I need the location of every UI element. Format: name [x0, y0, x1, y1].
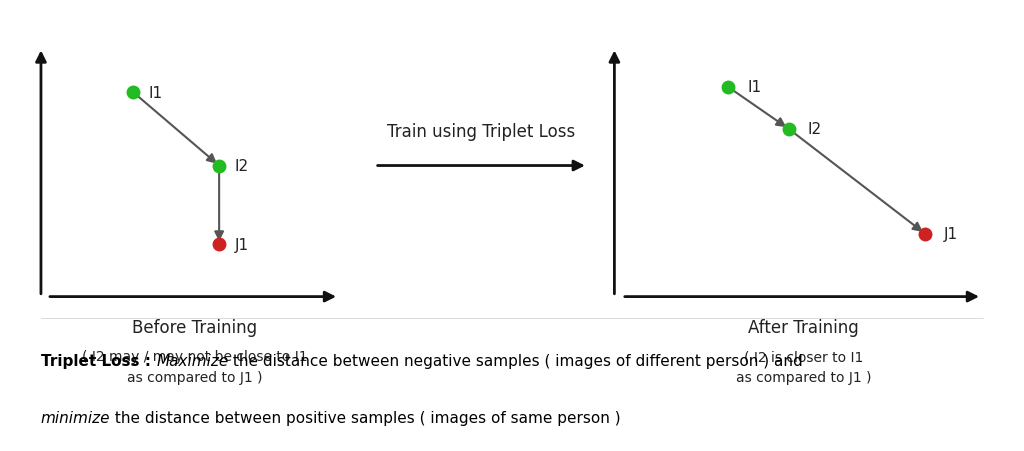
Text: J1: J1	[234, 237, 249, 252]
Text: minimize: minimize	[41, 410, 111, 425]
Text: J1: J1	[944, 227, 958, 242]
Text: the distance between negative samples ( images of different person ) and: the distance between negative samples ( …	[228, 354, 803, 368]
Text: ( I2 may / may not be close to I1
as compared to J1 ): ( I2 may / may not be close to I1 as com…	[82, 349, 307, 384]
Text: I1: I1	[748, 80, 761, 95]
Text: I1: I1	[148, 85, 163, 101]
Text: After Training: After Training	[749, 318, 859, 336]
Text: Train using Triplet Loss: Train using Triplet Loss	[387, 123, 575, 141]
Text: I2: I2	[234, 159, 249, 174]
Text: the distance between positive samples ( images of same person ): the distance between positive samples ( …	[111, 410, 622, 425]
Text: Triplet Loss :: Triplet Loss :	[41, 354, 157, 368]
Text: Before Training: Before Training	[132, 318, 257, 336]
Text: ( I2 is closer to I1
as compared to J1 ): ( I2 is closer to I1 as compared to J1 )	[736, 349, 871, 384]
Text: Maximize: Maximize	[157, 354, 228, 368]
Text: I2: I2	[808, 122, 821, 137]
